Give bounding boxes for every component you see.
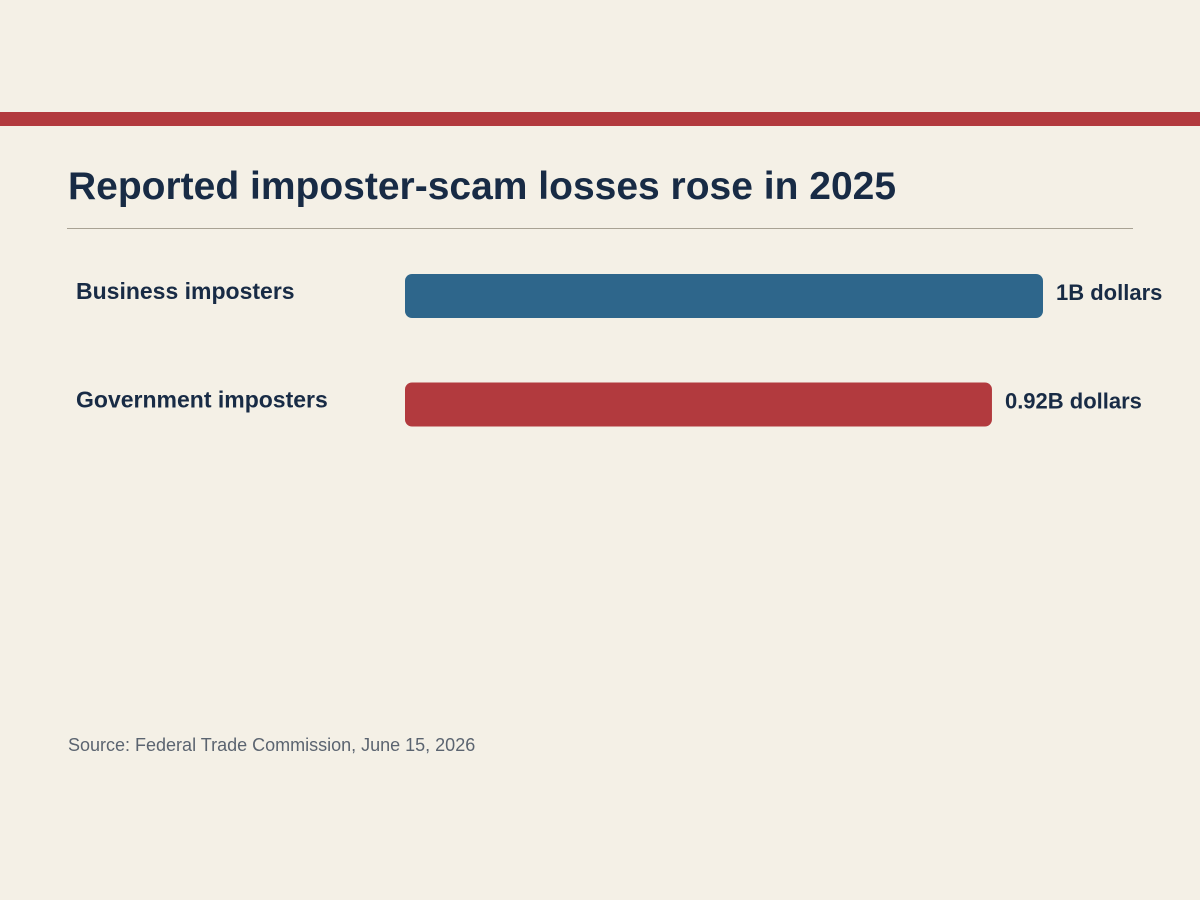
bar — [405, 274, 1043, 318]
title-divider — [67, 228, 1133, 229]
category-label: Business imposters — [76, 278, 295, 304]
category-label: Government imposters — [76, 387, 328, 413]
bar — [405, 382, 992, 427]
top-accent-stripe — [0, 112, 1200, 126]
value-label: 1B dollars — [1056, 280, 1162, 305]
source-note: Source: Federal Trade Commission, June 1… — [68, 735, 476, 755]
chart-title: Reported imposter-scam losses rose in 20… — [68, 165, 897, 208]
value-label: 0.92B dollars — [1005, 389, 1142, 414]
